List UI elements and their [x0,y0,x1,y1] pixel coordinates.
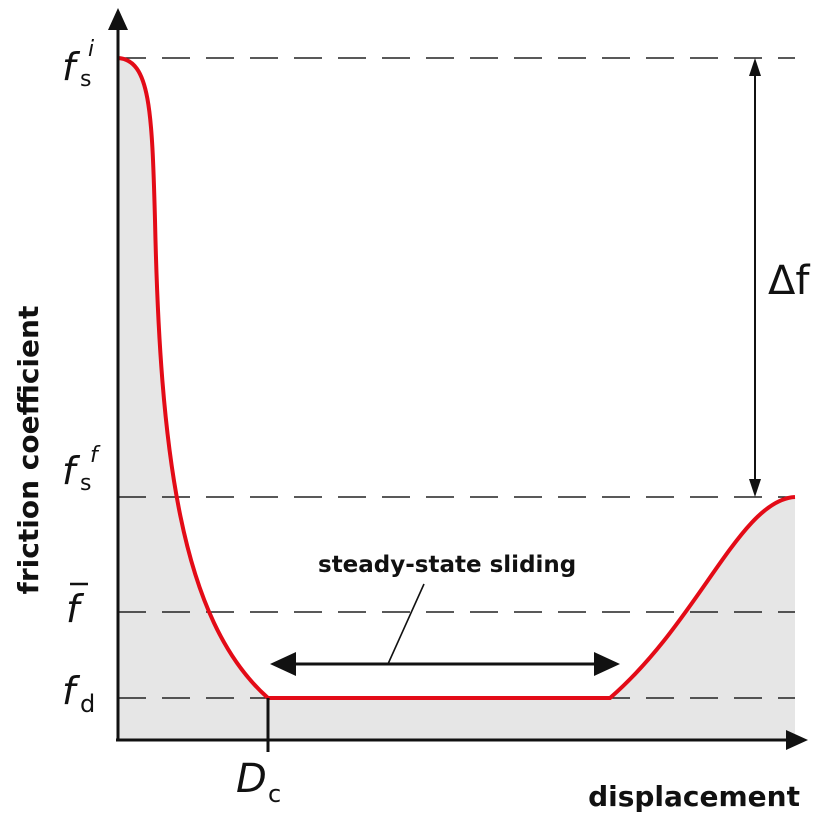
steady-state-arrowhead-right [594,652,620,676]
delta-f-arrowhead-bottom [749,479,761,497]
svg-text:c: c [268,780,281,808]
svg-text:f: f [62,45,81,89]
svg-text:i: i [88,37,94,62]
svg-text:D: D [236,756,267,802]
svg-text:d: d [80,690,95,718]
label-f-mean: f [66,584,88,631]
steady-state-arrowhead-left [270,652,296,676]
label-dc: D c [236,756,281,808]
delta-f-label: Δf [768,258,810,304]
svg-text:f: f [90,443,101,468]
delta-f-arrowhead-top [749,58,761,76]
svg-text:s: s [80,471,91,496]
friction-curve [118,58,795,698]
svg-text:f: f [62,449,81,493]
annotation-leader-line [388,584,424,664]
x-axis-arrowhead [786,730,808,750]
x-axis-title: displacement [588,780,800,813]
label-fs-initial: f s i [62,37,94,92]
label-fs-final: f s f [62,443,101,496]
svg-text:f: f [66,587,85,631]
steady-state-label: steady-state sliding [318,552,576,578]
y-axis-arrowhead [108,8,128,30]
svg-text:f: f [62,669,81,713]
svg-text:s: s [80,67,91,92]
y-axis-title: friction coefficient [12,306,45,595]
label-f-dynamic: f d [62,669,95,718]
